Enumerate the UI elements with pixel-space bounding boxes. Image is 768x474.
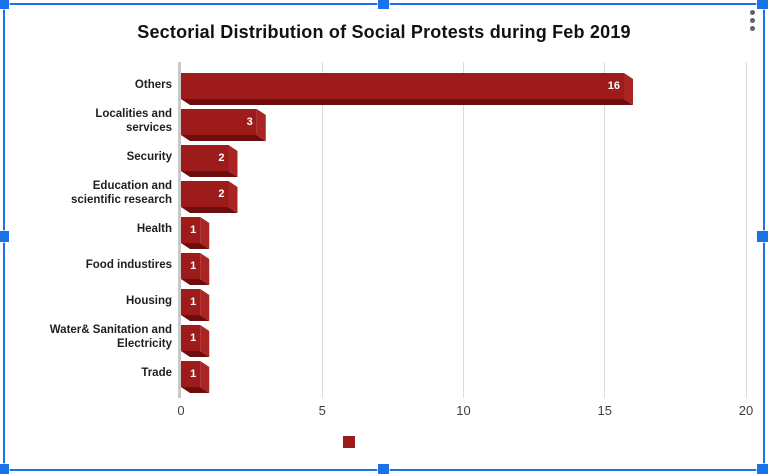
selection-handle-middle-right[interactable] [757, 231, 768, 242]
bar-value-label: 1 [190, 224, 197, 236]
bar-value-label: 1 [190, 332, 197, 344]
category-label: Water& Sanitation and Electricity [0, 323, 172, 351]
bar [181, 145, 238, 177]
category-label: Education and scientific research [0, 179, 172, 207]
bar-front-face [181, 217, 201, 243]
bar-value-label: 2 [218, 188, 225, 200]
category-label-line: Food industires [85, 259, 172, 271]
bar-front-face [181, 325, 201, 351]
bar-bottom-face [181, 351, 210, 357]
bar-front-face [181, 73, 624, 99]
bar-end-face [200, 325, 210, 357]
kebab-dot [749, 18, 755, 23]
bar [181, 289, 210, 321]
kebab-dot [749, 10, 755, 15]
bar-front-face [181, 253, 201, 279]
category-label-line: Health [136, 223, 172, 235]
bar-value-label: 1 [190, 368, 197, 380]
category-label: Others [0, 78, 172, 92]
bar [181, 73, 633, 105]
bar-bottom-face [181, 135, 266, 141]
bar-value-label: 1 [190, 296, 197, 308]
selection-handle-bottom-right[interactable] [757, 464, 768, 474]
bar [181, 325, 210, 357]
category-label-line: Localities and [95, 108, 172, 120]
gridline [321, 62, 323, 398]
bar-bottom-face [181, 279, 210, 285]
bar-end-face [624, 73, 633, 105]
bar [181, 109, 266, 141]
bar-bottom-face [181, 387, 210, 393]
x-axis-tick-label: 0 [177, 403, 185, 418]
selection-handle-top-left[interactable] [0, 0, 9, 9]
bar [181, 217, 210, 249]
x-axis-tick-label: 5 [318, 403, 326, 418]
selection-handle-top-center[interactable] [378, 0, 389, 9]
selection-handle-bottom-left[interactable] [0, 464, 9, 474]
category-label-line: Water& Sanitation and [49, 324, 172, 336]
bar-value-label: 16 [607, 80, 620, 92]
category-label: Food industires [0, 258, 172, 272]
x-axis-tick-label: 15 [597, 403, 612, 418]
bar [181, 181, 238, 213]
x-axis-tick-label: 10 [456, 403, 471, 418]
legend-swatch [343, 436, 355, 448]
category-label: Trade [0, 366, 172, 380]
category-label-line: Electricity [117, 338, 172, 350]
bar-front-face [181, 109, 257, 135]
bar-bottom-face [181, 315, 210, 321]
category-label: Housing [0, 294, 172, 308]
bar-end-face [228, 145, 238, 177]
selection-handle-bottom-center[interactable] [378, 464, 389, 474]
bar-value-label: 2 [218, 152, 225, 164]
bar-front-face [181, 289, 201, 315]
bar-bottom-face [181, 99, 633, 105]
axis-baseline [178, 62, 181, 398]
kebab-dot [749, 26, 755, 31]
category-label: Localities and services [0, 107, 172, 135]
bar-front-face [181, 361, 201, 387]
category-label-line: services [125, 122, 172, 134]
category-label-line: Housing [126, 295, 172, 307]
x-axis-tick-label: 20 [738, 403, 754, 418]
bar-end-face [228, 181, 238, 213]
gridline [745, 62, 747, 398]
bar-value-label: 3 [246, 116, 253, 128]
category-label-line: Education and [92, 180, 172, 192]
bar-front-face [181, 145, 229, 171]
bar-end-face [200, 253, 210, 285]
bar [181, 361, 210, 393]
selection-handle-middle-left[interactable] [0, 231, 9, 242]
bar-front-face [181, 181, 229, 207]
bar-bottom-face [181, 243, 210, 249]
category-label-line: Trade [141, 367, 172, 379]
bar [181, 253, 210, 285]
bar-end-face [256, 109, 266, 141]
category-label: Security [0, 150, 172, 164]
bar-end-face [200, 361, 210, 393]
selection-handle-top-right[interactable] [757, 0, 768, 9]
category-label: Health [0, 222, 172, 236]
bar-end-face [200, 289, 210, 321]
category-label-line: Security [126, 151, 172, 163]
kebab-menu-icon[interactable] [744, 7, 760, 37]
bar-value-label: 1 [190, 260, 197, 272]
category-label-line: scientific research [70, 194, 172, 206]
category-label-line: Others [134, 79, 172, 91]
gridline [604, 62, 606, 398]
gridline [463, 62, 464, 398]
bar-end-face [200, 217, 210, 249]
bar-bottom-face [181, 207, 238, 213]
chart-title: Sectorial Distribution of Social Protest… [137, 22, 631, 42]
bar-bottom-face [181, 171, 238, 177]
